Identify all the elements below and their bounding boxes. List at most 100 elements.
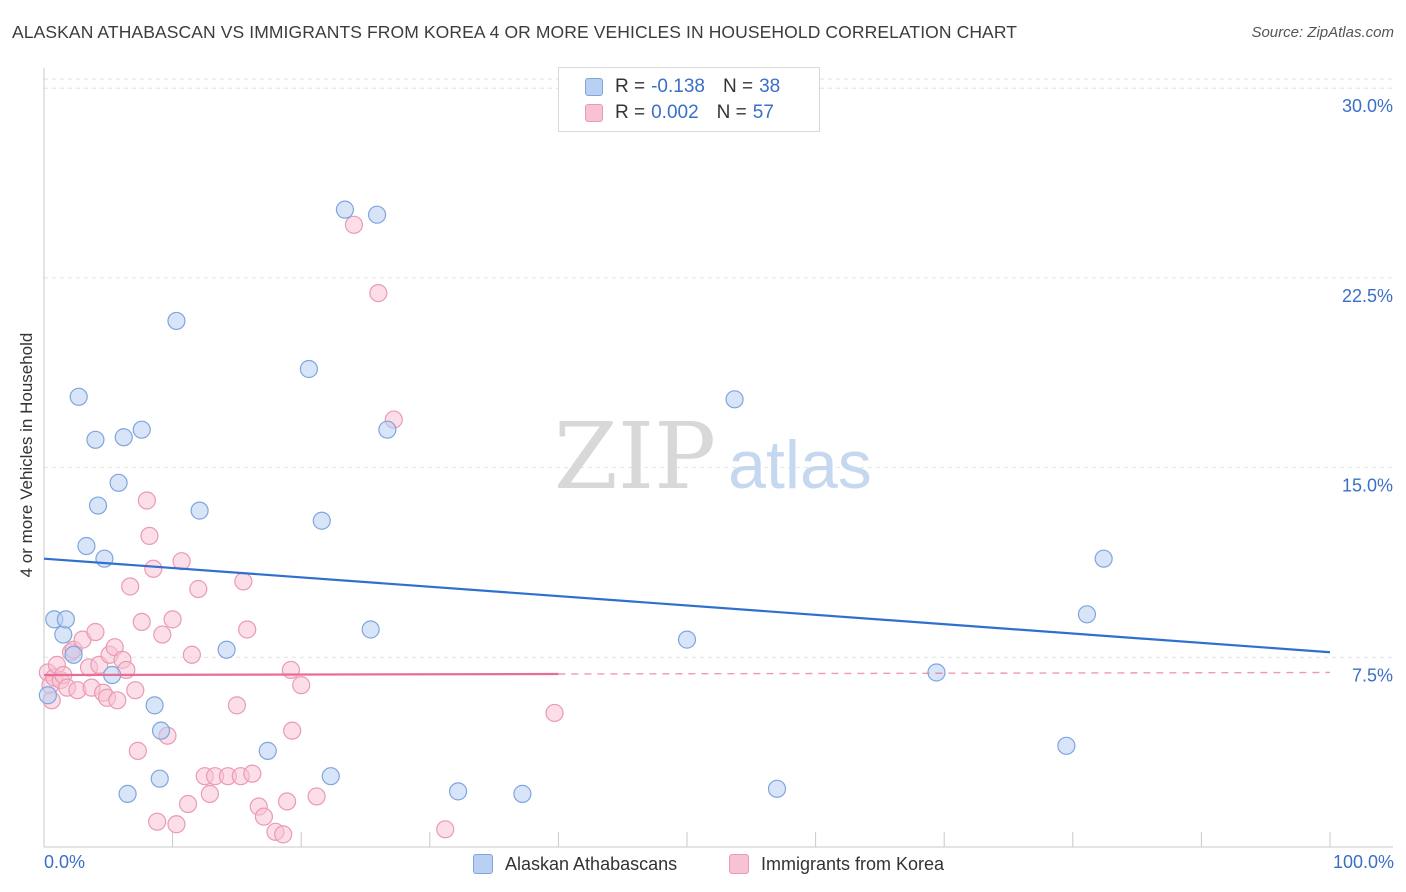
pink-swatch: [585, 104, 603, 122]
athabascan-point: [145, 696, 164, 715]
athabascan-point: [361, 620, 380, 639]
watermark-atlas: atlas: [728, 427, 872, 503]
legend-row-korea: R = 0.002 N = 57: [585, 100, 774, 126]
athabascan-point: [513, 784, 532, 803]
korea-point: [281, 660, 301, 680]
athabascan-point: [167, 311, 186, 331]
korea-point: [227, 696, 246, 715]
korea-point: [283, 721, 302, 740]
athabascan-point: [88, 496, 108, 515]
korea-point: [178, 794, 198, 814]
athabascan-point: [151, 721, 171, 740]
korea-point: [243, 764, 262, 783]
korea-point: [140, 526, 159, 546]
n-value-korea: 57: [752, 102, 774, 123]
athabascan-point: [767, 779, 787, 798]
watermark: ZIP atlas: [554, 403, 872, 510]
athabascan-point: [367, 205, 387, 224]
legend-label-athabascan: Alaskan Athabascans: [505, 853, 678, 874]
korea-point: [137, 491, 156, 510]
athabascan-point: [118, 784, 137, 803]
korea-point: [200, 784, 219, 803]
x-tick-min: 0.0%: [44, 852, 86, 872]
korea-point: [307, 787, 326, 806]
korea-point: [274, 825, 293, 844]
n-label: N =: [716, 102, 747, 123]
korea-point: [144, 559, 163, 578]
korea-point: [167, 815, 186, 834]
korea-point: [189, 579, 208, 599]
x-tick-max: 100.0%: [1332, 852, 1394, 872]
axes: [43, 68, 1393, 848]
trend-lines: [43, 557, 1331, 677]
korea-point: [108, 691, 127, 710]
korea-point: [182, 645, 201, 664]
series-legend: Alaskan Athabascans Immigrants from Kore…: [0, 851, 1406, 877]
y-tick-label: 30.0%: [1342, 96, 1393, 116]
athabascan-point: [86, 430, 105, 449]
n-value-athabascan: 38: [759, 76, 781, 97]
athabascan-point: [1077, 605, 1097, 624]
athabascan-point: [95, 549, 114, 568]
legend-item-athabascan: Alaskan Athabascans: [473, 851, 677, 877]
legend-label-korea: Immigrants from Korea: [761, 853, 945, 874]
athabascan-point: [321, 767, 340, 786]
korea-points: [38, 215, 564, 844]
athabascan-point: [56, 610, 75, 629]
r-label: R =: [615, 102, 646, 123]
athabascan-point: [448, 782, 468, 801]
korea-point: [234, 572, 253, 591]
athabascan-point: [378, 420, 397, 439]
korea-point: [436, 820, 455, 839]
athabascan-point: [150, 769, 169, 788]
athabascan-point: [312, 511, 331, 530]
korea-point: [132, 612, 151, 631]
athabascan-point: [190, 501, 209, 520]
athabascan-point: [299, 359, 319, 379]
korea-point: [545, 703, 564, 723]
athabascan-point: [335, 200, 355, 219]
athabascan-point: [677, 630, 697, 649]
athabascan-point: [114, 428, 133, 447]
athabascan-trend-line: [43, 557, 1331, 654]
y-tick-labels: 7.5% 15.0% 22.5% 30.0%: [1342, 96, 1393, 685]
korea-point: [369, 284, 388, 303]
athabascan-points: [38, 200, 1113, 803]
korea-point: [126, 681, 145, 700]
athabascan-point: [927, 663, 946, 682]
athabascan-point: [132, 420, 151, 439]
korea-point: [128, 741, 147, 760]
pink-swatch: [729, 854, 749, 874]
korea-point: [86, 622, 105, 642]
athabascan-point: [38, 686, 57, 705]
gridlines: [44, 78, 1393, 658]
korea-point: [344, 215, 364, 234]
korea-point: [153, 625, 172, 644]
legend-item-korea: Immigrants from Korea: [729, 851, 944, 877]
athabascan-point: [77, 536, 96, 556]
korea-point: [121, 577, 140, 596]
korea-trend-line: [43, 672, 559, 677]
r-value-korea: 0.002: [651, 102, 699, 123]
y-axis-label: 4 or more Vehicles in Household: [17, 332, 36, 578]
blue-swatch: [473, 854, 493, 874]
source-credit: Source: ZipAtlas.com: [1251, 24, 1394, 41]
correlation-legend: R = -0.138 N = 38 R = 0.002 N = 57: [558, 67, 820, 132]
y-tick-label: 7.5%: [1352, 665, 1393, 685]
korea-point: [254, 807, 274, 826]
korea-point: [292, 676, 311, 695]
korea-point: [277, 792, 297, 811]
legend-row-athabascan: R = -0.138 N = 38: [585, 74, 780, 100]
athabascan-point: [64, 645, 83, 664]
n-label: N =: [722, 76, 754, 97]
korea-point: [148, 812, 167, 831]
r-value-athabascan: -0.138: [651, 76, 705, 97]
athabascan-point: [69, 387, 88, 406]
r-label: R =: [615, 76, 646, 97]
chart-title: ALASKAN ATHABASCAN VS IMMIGRANTS FROM KO…: [12, 22, 1018, 42]
korea-point: [163, 610, 182, 629]
athabascan-point: [1057, 736, 1076, 755]
y-tick-label: 22.5%: [1342, 286, 1393, 306]
blue-swatch: [585, 78, 603, 96]
